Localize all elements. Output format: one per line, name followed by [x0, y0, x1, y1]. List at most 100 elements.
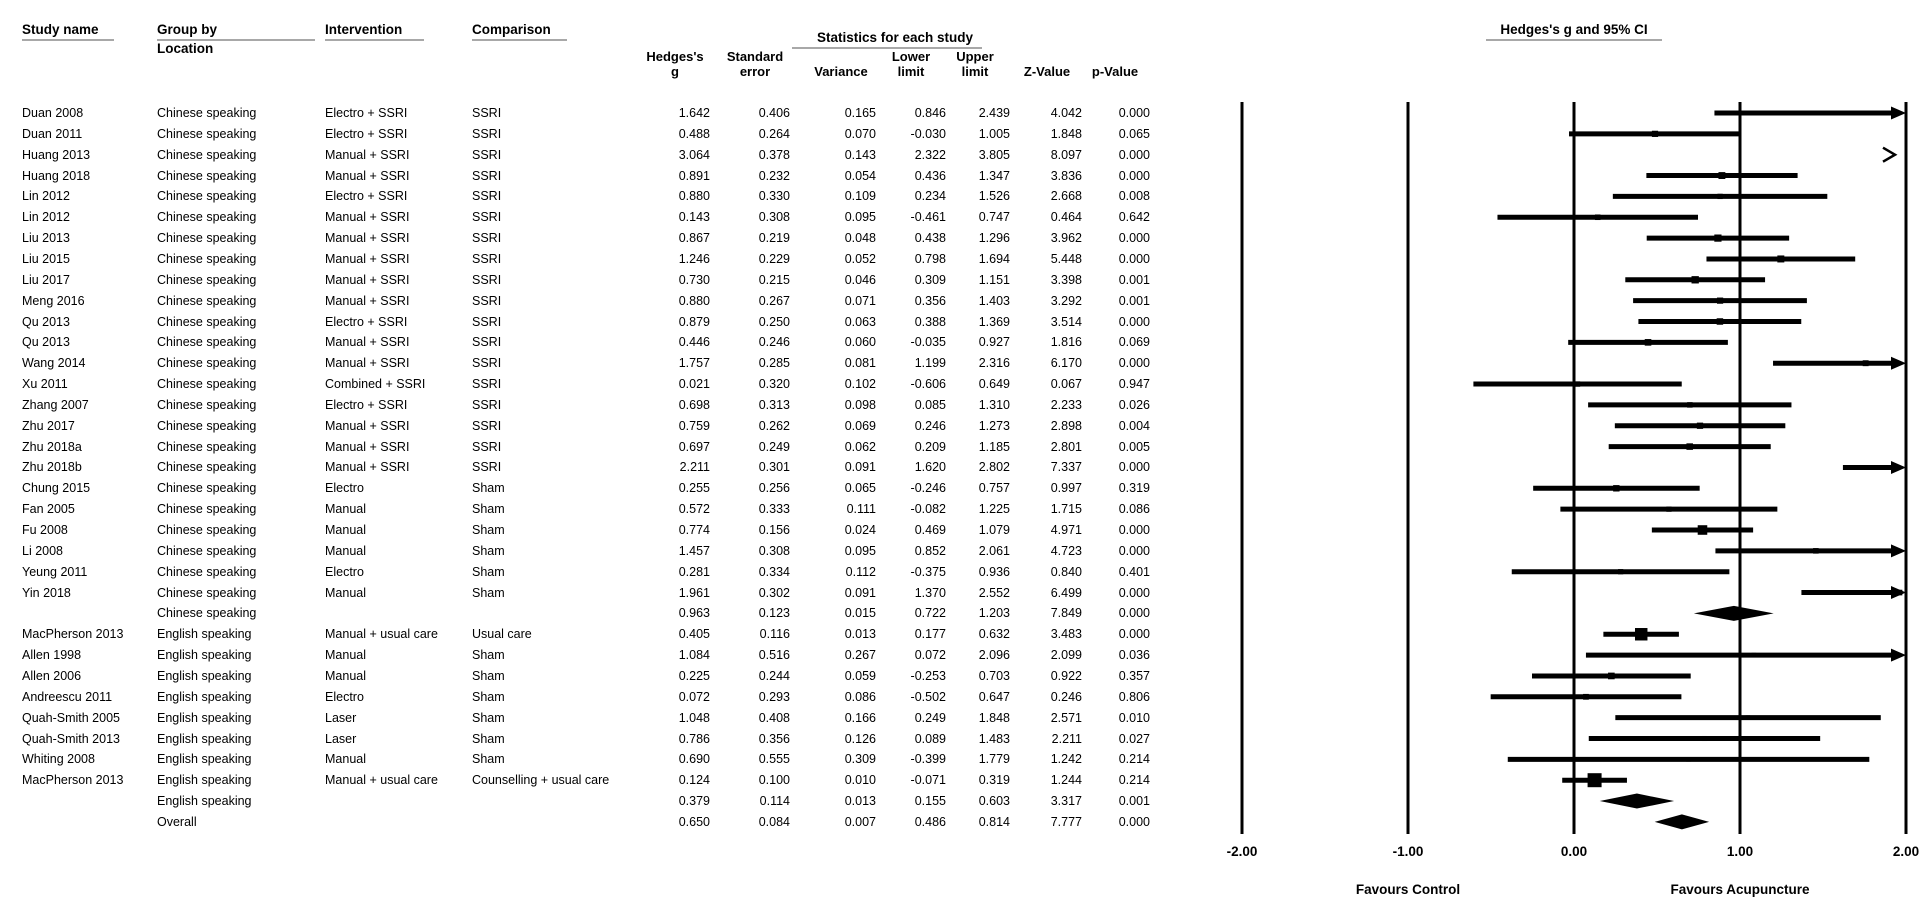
cell-g: 0.255	[678, 481, 710, 496]
table-row: Wang 2014 Chinese speaking Manual + SSRI SS…	[0, 356, 1180, 377]
effect-square	[1813, 548, 1819, 554]
cell-variance: 0.095	[844, 210, 876, 225]
cell-lower: -0.399	[910, 752, 946, 767]
cell-p: 0.000	[1118, 314, 1150, 329]
cell-comparison: SSRI	[472, 126, 502, 141]
cell-intervention: Manual	[325, 585, 366, 600]
cell-upper: 0.747	[978, 210, 1010, 225]
cell-se: 0.256	[758, 481, 790, 496]
effect-square	[1587, 773, 1602, 788]
cell-comparison: Sham	[472, 564, 505, 579]
table-row: Zhang 2007 Chinese speaking Electro + SSRI…	[0, 398, 1180, 419]
col-header-standard-error-1: Standard	[726, 49, 784, 64]
cell-lower: 1.620	[914, 460, 946, 475]
cell-group: Chinese speaking	[157, 272, 257, 287]
cell-se: 0.308	[758, 543, 790, 558]
cell-variance: 0.111	[846, 502, 876, 517]
plot-title: Hedges's g and 95% CI	[1500, 22, 1648, 37]
cell-variance: 0.091	[844, 585, 876, 600]
cell-group: Chinese speaking	[157, 418, 257, 433]
cell-upper: 3.805	[978, 147, 1010, 162]
cell-upper: 0.703	[978, 668, 1010, 683]
cell-comparison: Sham	[472, 689, 505, 704]
cell-study: Andreescu 2011	[22, 689, 113, 704]
col-header-z-value: Z-Value	[1023, 64, 1071, 79]
cell-se: 0.219	[758, 231, 790, 246]
cell-group: Chinese speaking	[157, 126, 257, 141]
cell-z: 6.499	[1050, 585, 1082, 600]
cell-comparison: SSRI	[472, 231, 502, 246]
table-row: Quah-Smith 2013 English speaking Laser Sham…	[0, 732, 1180, 753]
cell-se: 0.302	[758, 585, 790, 600]
cell-comparison: SSRI	[472, 293, 502, 308]
cell-variance: 0.071	[844, 293, 876, 308]
col-header-upper-limit-2: limit	[961, 64, 989, 79]
cell-upper: 0.603	[978, 794, 1010, 809]
table-row: Huang 2013 Chinese speaking Manual + SSRI S…	[0, 148, 1180, 169]
cell-p: 0.000	[1118, 356, 1150, 371]
cell-lower: 0.177	[914, 627, 946, 642]
col-header-standard-error-2: error	[739, 64, 771, 79]
cell-group: Chinese speaking	[157, 314, 257, 329]
cell-intervention: Electro + SSRI	[325, 106, 408, 120]
table-row: Zhu 2018a Chinese speaking Manual + SSRI SS…	[0, 440, 1180, 461]
cell-z: 8.097	[1050, 147, 1082, 162]
effect-square	[1686, 757, 1691, 762]
cell-group: Chinese speaking	[157, 231, 257, 246]
cell-upper: 1.403	[978, 293, 1010, 308]
cell-lower: 0.722	[914, 606, 946, 621]
cell-variance: 0.091	[844, 460, 876, 475]
cell-lower: -0.035	[910, 335, 946, 350]
cell-p: 0.069	[1118, 335, 1150, 350]
cell-g: 0.650	[678, 814, 710, 829]
cell-lower: -0.030	[910, 126, 946, 141]
cell-group: Chinese speaking	[157, 251, 257, 266]
cell-upper: 0.814	[978, 814, 1010, 829]
cell-group: Chinese speaking	[157, 481, 257, 496]
cell-lower: 0.249	[914, 710, 946, 725]
cell-z: 2.233	[1050, 397, 1082, 412]
cell-variance: 0.086	[844, 689, 876, 704]
col-header-lower-limit-1: Lower	[891, 49, 931, 64]
cell-comparison: SSRI	[472, 189, 502, 204]
cell-se: 0.408	[758, 710, 790, 725]
cell-variance: 0.102	[844, 377, 876, 392]
cell-se: 0.555	[758, 752, 790, 767]
cell-intervention: Manual + SSRI	[325, 168, 410, 183]
cell-g: 0.379	[678, 794, 710, 809]
cell-se: 0.406	[758, 106, 790, 120]
cell-upper: 1.779	[978, 752, 1010, 767]
table-row: Lin 2012 Chinese speaking Electro + SSRI SS…	[0, 189, 1180, 210]
cell-lower: 1.199	[914, 356, 946, 371]
cell-group: Chinese speaking	[157, 564, 257, 579]
cell-study: Zhu 2018a	[22, 439, 82, 454]
cell-upper: 1.347	[978, 168, 1010, 183]
cell-p: 0.005	[1118, 439, 1150, 454]
axis-tick-label: -2.00	[1227, 844, 1258, 859]
cell-p: 0.806	[1118, 689, 1150, 704]
cell-intervention: Electro + SSRI	[325, 189, 408, 204]
cell-p: 0.642	[1118, 210, 1150, 225]
cell-study: Chung 2015	[22, 481, 91, 496]
cell-variance: 0.098	[844, 397, 876, 412]
cell-study: Li 2008	[22, 543, 64, 558]
cell-p: 0.000	[1118, 627, 1150, 642]
cell-group: English speaking	[157, 648, 252, 663]
cell-group: English speaking	[157, 689, 252, 704]
col-header-lower-limit-2: limit	[897, 64, 925, 79]
cell-variance: 0.309	[844, 752, 876, 767]
cell-z: 3.483	[1050, 627, 1082, 642]
cell-study: MacPherson 2013	[22, 627, 124, 642]
cell-group: Chinese speaking	[157, 543, 257, 558]
col-header-location: Location	[157, 41, 214, 56]
cell-study: Yeung 2011	[22, 564, 88, 579]
cell-g: 0.867	[678, 231, 710, 246]
cell-z: 1.715	[1050, 502, 1082, 517]
axis-tick-label: 0.00	[1561, 844, 1587, 859]
cell-p: 0.000	[1118, 523, 1150, 537]
cell-study: MacPherson 2013	[22, 773, 124, 788]
cell-z: 0.997	[1050, 481, 1082, 496]
table-row: Zhu 2018b Chinese speaking Manual + SSRI SS…	[0, 460, 1180, 481]
cell-g: 0.488	[678, 126, 710, 141]
cell-g: 1.457	[678, 543, 710, 558]
